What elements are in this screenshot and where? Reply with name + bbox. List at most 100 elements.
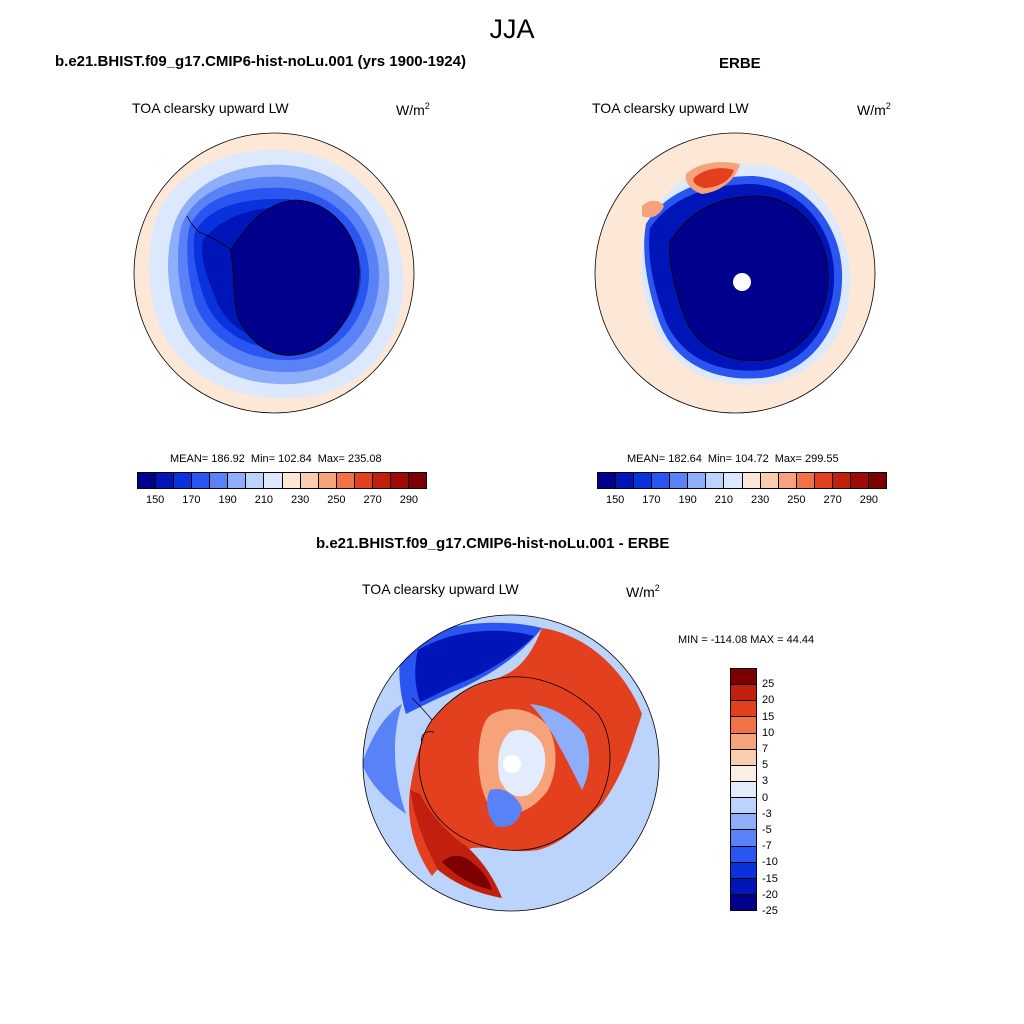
colorbar-tick-label: 5 bbox=[762, 759, 769, 772]
colorbar-box bbox=[390, 473, 409, 488]
colorbar-box bbox=[336, 473, 355, 488]
colorbar-box bbox=[300, 473, 319, 488]
colorbar-box bbox=[832, 473, 851, 488]
colorbar-tick-label: 190 bbox=[218, 494, 237, 506]
colorbar-tick-label: 250 bbox=[787, 494, 806, 506]
colorbar-tick-label: 230 bbox=[290, 494, 310, 506]
colorbar-box bbox=[156, 473, 175, 488]
colorbar-box bbox=[814, 473, 833, 488]
colorbar-box bbox=[210, 473, 229, 488]
colorbar-tick-label: -3 bbox=[762, 807, 772, 820]
colorbar-box bbox=[731, 701, 756, 718]
colorbar-box bbox=[354, 473, 373, 488]
colorbar-box bbox=[731, 685, 756, 702]
colorbar-box bbox=[246, 473, 265, 488]
colorbar-box bbox=[598, 473, 617, 488]
colorbar-box bbox=[634, 473, 653, 488]
model-units-label: W/m2 bbox=[396, 101, 430, 119]
colorbar-box bbox=[731, 798, 756, 815]
model-panel-title: b.e21.BHIST.f09_g17.CMIP6-hist-noLu.001 … bbox=[55, 53, 466, 70]
colorbar-tick-label: 170 bbox=[182, 494, 201, 506]
colorbar-box bbox=[760, 473, 779, 488]
diff-units-label: W/m2 bbox=[626, 583, 660, 601]
colorbar-tick-label: 290 bbox=[859, 494, 879, 506]
colorbar-tick-label: 150 bbox=[605, 494, 625, 506]
diff-colorbar bbox=[730, 668, 757, 911]
obs-colorbar-ticks: 150 170 190 210 230 250 270 290 bbox=[597, 494, 887, 508]
colorbar-box bbox=[652, 473, 671, 488]
colorbar-box bbox=[742, 473, 761, 488]
colorbar-box bbox=[192, 473, 211, 488]
colorbar-box bbox=[731, 717, 756, 734]
colorbar-tick-label: -15 bbox=[762, 872, 778, 885]
colorbar-tick-label: 230 bbox=[750, 494, 770, 506]
colorbar-tick-label: 270 bbox=[823, 494, 842, 506]
colorbar-tick-label: 170 bbox=[642, 494, 661, 506]
colorbar-box bbox=[731, 846, 756, 863]
colorbar-box bbox=[724, 473, 743, 488]
diff-polar-map bbox=[362, 614, 660, 912]
colorbar-box bbox=[228, 473, 247, 488]
colorbar-tick-label: 270 bbox=[363, 494, 382, 506]
colorbar-tick-label: 190 bbox=[678, 494, 697, 506]
colorbar-box bbox=[688, 473, 707, 488]
season-title: JJA bbox=[489, 14, 535, 44]
diff-minmax: MIN = -114.08 MAX = 44.44 bbox=[678, 634, 815, 646]
colorbar-tick-label: 20 bbox=[762, 694, 775, 707]
colorbar-box bbox=[318, 473, 337, 488]
colorbar-box bbox=[731, 781, 756, 799]
colorbar-box bbox=[731, 814, 756, 831]
model-colorbar-ticks: 150 170 190 210 230 250 270 290 bbox=[137, 494, 427, 508]
colorbar-tick-label: 15 bbox=[762, 710, 775, 723]
colorbar-tick-label: -25 bbox=[762, 905, 778, 917]
obs-polar-map bbox=[594, 132, 876, 414]
colorbar-box bbox=[731, 862, 756, 879]
colorbar-box bbox=[850, 473, 869, 488]
obs-units-label: W/m2 bbox=[857, 101, 891, 119]
model-colorbar bbox=[137, 472, 427, 489]
colorbar-box bbox=[868, 473, 886, 488]
colorbar-box bbox=[138, 473, 157, 488]
colorbar-tick-label: -10 bbox=[762, 856, 778, 869]
colorbar-tick-label: 250 bbox=[327, 494, 346, 506]
colorbar-box bbox=[731, 894, 756, 911]
colorbar-tick-label: 290 bbox=[399, 494, 419, 506]
colorbar-tick-label: 7 bbox=[762, 743, 769, 755]
diff-variable-label: TOA clearsky upward LW bbox=[362, 581, 519, 597]
colorbar-box bbox=[731, 669, 756, 686]
colorbar-tick-label: 3 bbox=[762, 775, 769, 788]
colorbar-tick-label: 10 bbox=[762, 726, 775, 739]
colorbar-box bbox=[778, 473, 797, 488]
colorbar-box bbox=[731, 830, 756, 847]
colorbar-box bbox=[616, 473, 635, 488]
colorbar-box bbox=[670, 473, 689, 488]
colorbar-tick-label: 150 bbox=[145, 494, 165, 506]
diff-colorbar-ticks: 25 20 15 10 7 5 3 0 -3 -5 -7 -10 -15 -20 -25 bbox=[762, 668, 802, 917]
colorbar-tick-label: 210 bbox=[254, 494, 274, 506]
obs-colorbar bbox=[597, 472, 887, 489]
colorbar-box bbox=[731, 733, 756, 750]
obs-variable-label: TOA clearsky upward LW bbox=[592, 100, 749, 116]
colorbar-box bbox=[731, 765, 756, 782]
model-stats: MEAN= 186.92 Min= 102.84 Max= 235.08 bbox=[170, 453, 382, 465]
diff-panel-title: b.e21.BHIST.f09_g17.CMIP6-hist-noLu.001 … bbox=[316, 535, 670, 552]
obs-panel-title: ERBE bbox=[719, 55, 761, 72]
colorbar-box bbox=[372, 473, 391, 488]
colorbar-box bbox=[731, 878, 756, 895]
model-polar-map bbox=[133, 132, 415, 414]
colorbar-box bbox=[706, 473, 725, 488]
colorbar-box bbox=[174, 473, 193, 488]
colorbar-box bbox=[796, 473, 815, 488]
colorbar-tick-label: -5 bbox=[762, 824, 772, 836]
colorbar-tick-label: -7 bbox=[762, 840, 772, 853]
obs-stats: MEAN= 182.64 Min= 104.72 Max= 299.55 bbox=[627, 453, 839, 465]
colorbar-box bbox=[731, 749, 756, 766]
model-variable-label: TOA clearsky upward LW bbox=[132, 100, 289, 116]
colorbar-tick-label: 210 bbox=[714, 494, 734, 506]
colorbar-box bbox=[264, 473, 283, 488]
colorbar-box bbox=[282, 473, 301, 488]
colorbar-tick-label: 25 bbox=[762, 678, 775, 691]
colorbar-box bbox=[408, 473, 426, 488]
colorbar-tick-label: 0 bbox=[762, 791, 769, 804]
colorbar-tick-label: -20 bbox=[762, 888, 778, 901]
